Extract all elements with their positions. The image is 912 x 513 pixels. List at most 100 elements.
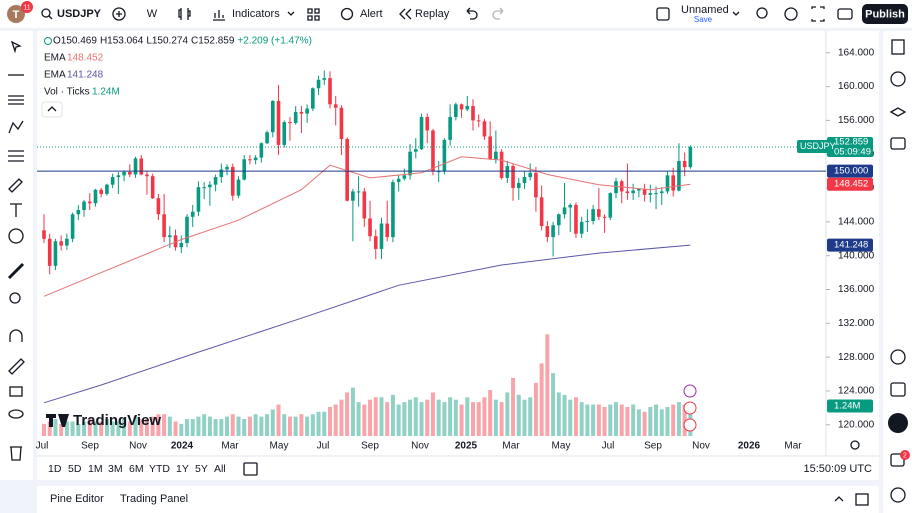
notifications-icon[interactable] bbox=[890, 453, 905, 467]
save-label[interactable]: Save bbox=[694, 15, 713, 24]
undo-icon[interactable] bbox=[466, 7, 478, 20]
volume-bars bbox=[42, 334, 693, 436]
candle-body bbox=[248, 159, 252, 161]
panel-maximize-icon[interactable] bbox=[855, 493, 869, 506]
candle-body bbox=[677, 160, 681, 191]
volume-bar bbox=[499, 402, 504, 436]
volume-bar bbox=[659, 409, 664, 436]
interval[interactable]: W bbox=[147, 8, 158, 20]
volume-bar bbox=[459, 404, 464, 436]
pattern-tool[interactable] bbox=[8, 120, 24, 134]
candle-body bbox=[328, 78, 332, 105]
indicators-button[interactable]: Indicators bbox=[232, 8, 280, 20]
magnet-tool[interactable] bbox=[9, 329, 23, 342]
volume-bar bbox=[676, 402, 681, 436]
measure-tool[interactable] bbox=[7, 262, 25, 280]
volume-bar bbox=[671, 404, 676, 436]
candle-body bbox=[288, 122, 292, 124]
volume-bar bbox=[471, 402, 475, 436]
candle-body bbox=[322, 78, 327, 80]
event-icon[interactable] bbox=[683, 401, 697, 415]
goto-date-icon[interactable] bbox=[243, 462, 258, 476]
chart-type-icon[interactable] bbox=[178, 8, 191, 20]
publish-button[interactable] bbox=[862, 4, 908, 24]
delete-tool[interactable] bbox=[10, 446, 22, 461]
event-icon[interactable] bbox=[683, 418, 697, 432]
range-button[interactable]: 1Y bbox=[176, 463, 189, 475]
search-icon[interactable] bbox=[41, 8, 51, 18]
volume-bar bbox=[385, 402, 390, 436]
candle-body bbox=[333, 104, 338, 108]
chat-icon[interactable] bbox=[890, 137, 906, 150]
trading-panel-tab[interactable]: Trading Panel bbox=[120, 493, 188, 505]
candle-body bbox=[534, 172, 538, 198]
symbol[interactable]: USDJPY bbox=[57, 8, 102, 20]
pine-editor-tab[interactable]: Pine Editor bbox=[50, 493, 104, 505]
brush-tool[interactable] bbox=[8, 178, 23, 193]
alert-icon[interactable] bbox=[340, 7, 354, 21]
avatar[interactable] bbox=[7, 5, 25, 23]
range-button[interactable]: 5Y bbox=[195, 463, 208, 475]
projection-tool[interactable] bbox=[8, 150, 24, 162]
visibility-tool[interactable] bbox=[8, 409, 24, 419]
candle-body bbox=[579, 221, 584, 234]
ema-line bbox=[43, 156, 691, 297]
help-icon[interactable] bbox=[890, 487, 906, 503]
replay-button[interactable]: Replay bbox=[415, 8, 450, 20]
zoom-tool[interactable] bbox=[9, 292, 21, 304]
replay-icon[interactable] bbox=[399, 8, 412, 20]
candle-body bbox=[488, 136, 492, 160]
snapshot-icon[interactable] bbox=[837, 8, 853, 20]
alert-button[interactable]: Alert bbox=[360, 8, 383, 20]
redo-icon[interactable] bbox=[492, 7, 504, 20]
volume-bar bbox=[356, 402, 361, 436]
watchlist-icon[interactable] bbox=[891, 39, 905, 55]
axis-settings-icon[interactable] bbox=[850, 440, 860, 450]
layout-name[interactable]: Unnamed bbox=[681, 4, 729, 16]
candle-body bbox=[471, 106, 475, 121]
layout-checkbox[interactable] bbox=[656, 7, 670, 21]
range-button[interactable]: YTD bbox=[149, 463, 170, 475]
layouts-icon[interactable] bbox=[307, 8, 320, 21]
candle-body bbox=[608, 193, 613, 218]
candle-body bbox=[505, 166, 510, 178]
avatar-badge bbox=[21, 1, 33, 13]
legend-marker bbox=[44, 37, 52, 45]
dropdown-icon[interactable] bbox=[287, 11, 295, 16]
quick-search-icon[interactable] bbox=[756, 7, 768, 19]
panel-expand-icon[interactable] bbox=[834, 496, 844, 502]
volume-bar bbox=[591, 404, 596, 436]
apps-icon[interactable] bbox=[888, 413, 908, 433]
legend-collapse[interactable] bbox=[41, 101, 63, 118]
dropdown-icon[interactable] bbox=[732, 11, 740, 16]
price-tick-label: 160.000 bbox=[838, 81, 875, 92]
fib-tool[interactable] bbox=[8, 95, 24, 105]
calendar-icon[interactable] bbox=[890, 382, 906, 397]
range-button[interactable]: All bbox=[214, 463, 226, 475]
lock-tool[interactable] bbox=[9, 386, 23, 397]
range-button[interactable]: 3M bbox=[108, 463, 123, 475]
volume-bar bbox=[562, 394, 567, 436]
text-tool[interactable] bbox=[10, 203, 22, 217]
time-label: May bbox=[270, 441, 289, 452]
event-icon[interactable] bbox=[683, 384, 697, 398]
emoji-tool[interactable] bbox=[8, 228, 24, 244]
range-button[interactable]: 1M bbox=[88, 463, 103, 475]
hotlists-icon[interactable] bbox=[890, 349, 906, 365]
volume-bar bbox=[122, 419, 127, 436]
range-button[interactable]: 5D bbox=[68, 463, 82, 475]
alerts-icon[interactable] bbox=[890, 71, 906, 87]
range-button[interactable]: 6M bbox=[129, 463, 144, 475]
compare-icon[interactable] bbox=[112, 7, 126, 21]
fullscreen-icon[interactable] bbox=[811, 6, 825, 22]
indicators-icon[interactable] bbox=[213, 10, 225, 21]
candle-body bbox=[145, 174, 149, 177]
settings-icon[interactable] bbox=[784, 7, 798, 21]
compare-icon bbox=[116, 11, 122, 17]
volume-bar bbox=[396, 404, 401, 436]
cursor-tool[interactable] bbox=[10, 40, 22, 54]
range-button[interactable]: 1D bbox=[48, 463, 62, 475]
layers-icon[interactable] bbox=[889, 107, 907, 117]
lock-drawing-tool[interactable] bbox=[8, 358, 25, 375]
